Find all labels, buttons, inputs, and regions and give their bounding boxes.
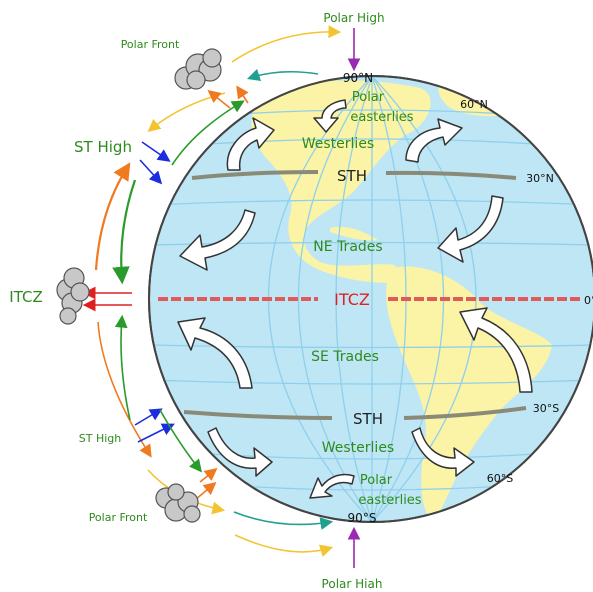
westerlies-n-label: Westerlies bbox=[302, 136, 374, 152]
westerlies-s-label: Westerlies bbox=[322, 440, 394, 456]
polar-easterlies-n-line2: easterlies bbox=[350, 110, 413, 125]
polar-high-bottom-label: Polar Hiah bbox=[322, 577, 383, 591]
itcz-left-label: ITCZ bbox=[9, 288, 42, 306]
st-high-bottom-label: ST High bbox=[79, 432, 122, 445]
polar-front-top-label: Polar Front bbox=[121, 38, 180, 51]
north-america-landmass bbox=[251, 80, 431, 283]
se-trades-right-arrow bbox=[459, 307, 533, 393]
blue-arrow-st-high-s-1 bbox=[134, 408, 163, 426]
westerlies-s-left-arrow bbox=[207, 427, 273, 477]
ne-trades-right-arrow bbox=[437, 195, 504, 263]
cloud-polar-front-north bbox=[174, 48, 222, 90]
westerlies-n-right-arrow bbox=[405, 118, 463, 163]
polar-front-bottom-label: Polar Front bbox=[89, 511, 148, 524]
cloud-itcz bbox=[56, 267, 90, 325]
polar-easterlies-n-line1: Polar bbox=[352, 90, 385, 105]
green-arrow-top bbox=[171, 100, 245, 166]
polar-easterlies-s-line1: Polar bbox=[360, 473, 393, 488]
orange-arrow-polar-front-n-2 bbox=[207, 90, 231, 109]
orange-arrow-polar-front-s-2 bbox=[194, 481, 217, 501]
sth-s-label: STH bbox=[353, 410, 383, 428]
sth-north-line bbox=[191, 170, 517, 180]
lat-60n-label: 60°N bbox=[460, 98, 488, 111]
orange-arrow-polar-front-n-1 bbox=[236, 85, 249, 104]
lat-60s-label: 60°S bbox=[487, 472, 513, 485]
polar-easterlies-n-arrow bbox=[313, 99, 347, 133]
clouds bbox=[56, 48, 222, 523]
north-pole-label: 90°N bbox=[343, 71, 373, 85]
polar-easterlies-s-arrow bbox=[309, 473, 355, 499]
lat-0-label: 0° bbox=[584, 294, 593, 307]
ne-trades-label: NE Trades bbox=[313, 239, 382, 255]
surface-wind-arrows bbox=[177, 99, 533, 499]
orange-arrow-polar-front-s-1 bbox=[199, 468, 218, 483]
south-pole-label: 90°S bbox=[348, 511, 377, 525]
itcz-center-label: ITCZ bbox=[334, 290, 370, 309]
yellow-arrow-top-2 bbox=[147, 92, 226, 133]
blue-arrow-st-high-n-1 bbox=[141, 141, 171, 162]
lat-30s-label: 30°S bbox=[533, 402, 559, 415]
westerlies-n-left-arrow bbox=[226, 117, 275, 171]
ne-trades-left-arrow bbox=[179, 209, 256, 271]
westerlies-s-right-arrow bbox=[411, 427, 475, 477]
polar-high-top-label: Polar High bbox=[323, 11, 384, 25]
orange-arrow-left-down-s bbox=[97, 321, 152, 458]
st-high-top-label: ST High bbox=[74, 138, 132, 156]
green-arrow-left-up-s bbox=[114, 314, 131, 421]
se-trades-label: SE Trades bbox=[311, 349, 379, 365]
teal-arrow-bottom bbox=[233, 511, 334, 530]
yellow-arrow-bottom-2 bbox=[234, 534, 334, 557]
green-arrow-left-down bbox=[112, 179, 137, 285]
caribbean-islands bbox=[330, 226, 378, 241]
se-trades-left-arrow bbox=[177, 317, 253, 389]
cloud-polar-front-south bbox=[155, 483, 201, 523]
labels: Polar High Polar Front ST High ITCZ ST H… bbox=[9, 11, 593, 591]
sth-south-line bbox=[183, 406, 527, 420]
blue-arrow-st-high-n-2 bbox=[139, 159, 163, 185]
green-arrow-bottom bbox=[159, 409, 202, 473]
yellow-arrow-top-1 bbox=[231, 25, 342, 63]
teal-arrow-top bbox=[246, 68, 319, 82]
sth-n-label: STH bbox=[337, 167, 367, 185]
outer-circulation-arrows bbox=[82, 25, 361, 568]
polar-easterlies-s-line2: easterlies bbox=[358, 493, 421, 508]
lat-30n-label: 30°N bbox=[526, 172, 554, 185]
blue-arrow-st-high-s-2 bbox=[137, 423, 175, 443]
orange-arrow-left-up bbox=[94, 162, 131, 271]
